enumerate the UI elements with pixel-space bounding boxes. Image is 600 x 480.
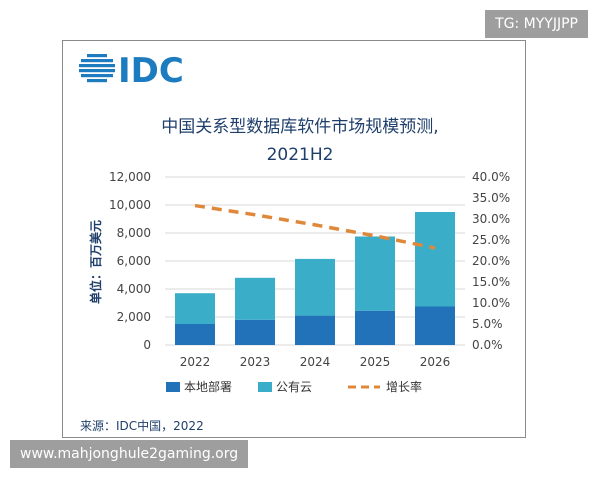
y-tick-label: 12,000	[109, 170, 151, 184]
logo-globe-stripe	[81, 59, 113, 63]
legend-swatch-cloud	[258, 382, 272, 392]
x-tick-label: 2026	[420, 355, 451, 369]
watermark-top: TG: MYYJJPP	[485, 10, 588, 38]
bar-本地部署	[175, 324, 215, 345]
logo-globe-stripe	[79, 69, 115, 73]
bar-公有云	[415, 212, 455, 307]
y-axis-label: 单位：百万美元	[88, 220, 103, 304]
y2-tick-label: 0.0%	[472, 338, 503, 352]
bar-本地部署	[295, 315, 335, 345]
source-note: 来源：IDC中国，2022	[80, 418, 204, 433]
y2-tick-label: 30.0%	[472, 212, 510, 226]
y-tick-label: 8,000	[117, 226, 151, 240]
watermark-bottom: www.mahjonghule2gaming.org	[10, 440, 249, 468]
legend-swatch-local	[166, 382, 180, 392]
y-tick-label: 0	[143, 338, 151, 352]
legend-label: 增长率	[386, 379, 422, 394]
bar-本地部署	[235, 319, 275, 345]
growth-rate-line	[194, 203, 436, 250]
bar-本地部署	[415, 306, 455, 345]
chart-title: 中国关系型数据库软件市场规模预测,	[161, 117, 438, 137]
y-tick-label: 10,000	[109, 198, 151, 212]
bar-公有云	[355, 236, 395, 311]
x-tick-label: 2023	[240, 355, 271, 369]
x-tick-label: 2022	[180, 355, 211, 369]
bar-公有云	[175, 293, 215, 324]
logo-globe-stripe	[87, 54, 107, 58]
bar-公有云	[295, 258, 335, 316]
y2-tick-label: 20.0%	[472, 254, 510, 268]
y2-tick-label: 25.0%	[472, 233, 510, 247]
idc-logo: IDC	[79, 51, 184, 91]
logo-globe-stripe	[87, 79, 107, 83]
y2-tick-label: 10.0%	[472, 296, 510, 310]
x-tick-label: 2024	[300, 355, 331, 369]
y-tick-label: 2,000	[117, 310, 151, 324]
legend: 本地部署 公有云 增长率	[166, 379, 422, 394]
y-tick-label: 4,000	[117, 282, 151, 296]
x-tick-label: 2025	[360, 355, 391, 369]
y2-tick-label: 5.0%	[472, 317, 503, 331]
logo-text: IDC	[118, 51, 184, 91]
bar-本地部署	[355, 310, 395, 345]
bar-公有云	[235, 277, 275, 320]
legend-label: 公有云	[276, 380, 312, 394]
y-tick-label: 6,000	[117, 254, 151, 268]
logo-globe-stripe	[81, 74, 113, 78]
chart-subtitle: 2021H2	[267, 145, 334, 165]
y2-tick-label: 35.0%	[472, 191, 510, 205]
legend-label: 本地部署	[184, 379, 232, 394]
y2-tick-label: 40.0%	[472, 170, 510, 184]
logo-globe-stripe	[79, 64, 115, 68]
y2-tick-label: 15.0%	[472, 275, 510, 289]
